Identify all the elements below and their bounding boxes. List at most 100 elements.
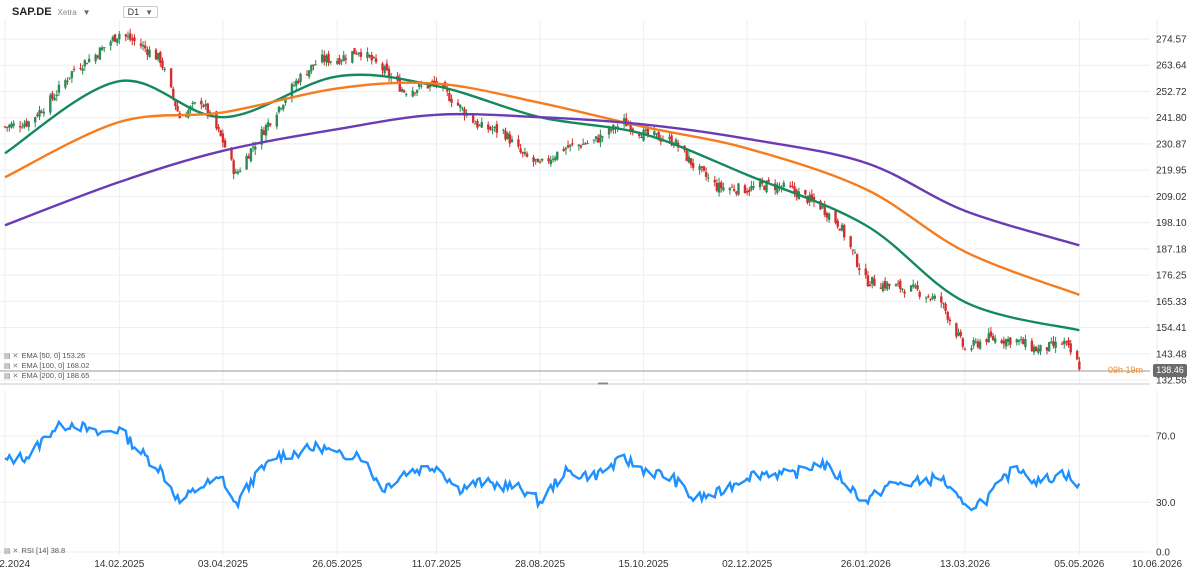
legend-ema100[interactable]: ▤ ✕ EMA [100, 0] 168.02: [4, 361, 89, 370]
candle-body: [1024, 339, 1027, 348]
candle-body: [899, 280, 902, 290]
candle-body: [569, 144, 572, 147]
candle-body: [702, 166, 706, 171]
candle-body: [297, 80, 300, 84]
candle-body: [976, 341, 980, 348]
candle-body: [1015, 339, 1018, 343]
candle-body: [266, 122, 270, 128]
candle-body: [1054, 341, 1057, 348]
candle-body: [655, 133, 658, 135]
candle-body: [750, 186, 753, 191]
candle-body: [338, 58, 341, 64]
candle-body: [146, 49, 149, 55]
price-tick-label: 252.72: [1156, 87, 1187, 98]
indicator-settings-icon[interactable]: ▤ ✕: [4, 372, 19, 380]
candle-body: [53, 97, 56, 101]
candle-body: [72, 68, 76, 70]
indicator-settings-icon[interactable]: ▤ ✕: [4, 362, 19, 370]
candle-body: [1004, 339, 1008, 347]
candle-body: [329, 61, 332, 63]
candle-body: [836, 220, 839, 227]
candle-body: [819, 200, 822, 210]
candle-body: [8, 124, 11, 128]
candle-body: [955, 323, 958, 337]
candle-body: [344, 58, 348, 60]
candle-body: [592, 139, 596, 141]
candle-body: [931, 296, 934, 299]
candle-body: [538, 161, 542, 163]
candle-body: [789, 185, 792, 187]
candle-body: [1069, 343, 1072, 353]
candle-body: [909, 285, 913, 292]
candle-body: [323, 55, 326, 62]
candle-body: [430, 81, 434, 83]
candle-body: [295, 80, 298, 86]
candle-countdown: 09h 19m: [1108, 365, 1144, 375]
candle-body: [415, 89, 419, 93]
time-tick-label: 23.12.2024: [0, 559, 30, 570]
candle-body: [858, 268, 861, 271]
time-tick-label: 10.06.2026: [1132, 559, 1182, 570]
candle-body: [374, 58, 378, 63]
candle-body: [51, 93, 54, 99]
grid-lines: [0, 20, 1158, 555]
candle-body: [219, 130, 222, 136]
candle-body: [929, 298, 932, 300]
candle-body: [204, 104, 207, 107]
chevron-down-icon[interactable]: ▼: [82, 7, 91, 17]
candle-body: [353, 48, 356, 55]
candle-body: [381, 63, 384, 71]
candle-body: [821, 206, 824, 208]
ema-200-line: [4, 112, 1080, 247]
candle-body: [506, 133, 509, 140]
candle-body: [23, 123, 26, 128]
candle-body: [912, 284, 915, 287]
candle-body: [1019, 338, 1023, 340]
candle-body: [148, 49, 151, 57]
legend-ema50[interactable]: ▤ ✕ EMA [50, 0] 153.26: [4, 351, 85, 360]
candle-body: [27, 121, 30, 128]
candle-body: [3, 126, 7, 128]
candle-body: [758, 181, 762, 188]
candle-body: [478, 125, 481, 127]
candle-body: [579, 145, 583, 148]
candle-body: [987, 333, 990, 343]
candle-body: [607, 127, 611, 135]
candle-body: [864, 268, 867, 276]
candle-body: [221, 133, 225, 143]
candle-body: [372, 57, 376, 59]
candle-body: [471, 115, 475, 123]
candle-body: [355, 53, 358, 55]
candle-body: [985, 339, 988, 342]
candle-body: [111, 36, 115, 41]
candle-body: [446, 88, 449, 92]
candle-body: [629, 124, 632, 132]
candle-body: [305, 74, 309, 76]
last-price-badge: 138.46: [1153, 364, 1187, 377]
indicator-settings-icon[interactable]: ▤ ✕: [4, 547, 19, 555]
rsi-tick-label: 70.0: [1156, 432, 1176, 443]
candle-body: [883, 280, 887, 289]
candle-body: [340, 60, 343, 62]
candle-body: [510, 139, 514, 143]
candle-body: [834, 211, 837, 223]
candle-body: [1030, 340, 1034, 352]
timeframe-selector[interactable]: D1 ▼: [122, 6, 159, 18]
candle-body: [879, 287, 883, 289]
legend-ema200[interactable]: ▤ ✕ EMA [200, 0] 188.65: [4, 371, 89, 380]
symbol-label[interactable]: SAP.DE: [12, 6, 52, 18]
legend-rsi[interactable]: ▤ ✕ RSI [14] 38.8: [4, 546, 65, 555]
candle-body: [128, 33, 132, 40]
candle-body: [534, 159, 537, 161]
panel-resize-handle[interactable]: [598, 382, 608, 385]
indicator-settings-icon[interactable]: ▤ ✕: [4, 352, 19, 360]
price-tick-label: 241.80: [1156, 113, 1187, 124]
price-tick-label: 154.41: [1156, 323, 1187, 334]
candle-body: [577, 144, 581, 147]
candle-body: [448, 93, 451, 101]
candle-body: [901, 288, 904, 290]
candle-body: [232, 160, 235, 175]
chart-header: SAP.DE Xetra ▼ D1 ▼: [12, 6, 159, 18]
candle-body: [640, 136, 643, 138]
